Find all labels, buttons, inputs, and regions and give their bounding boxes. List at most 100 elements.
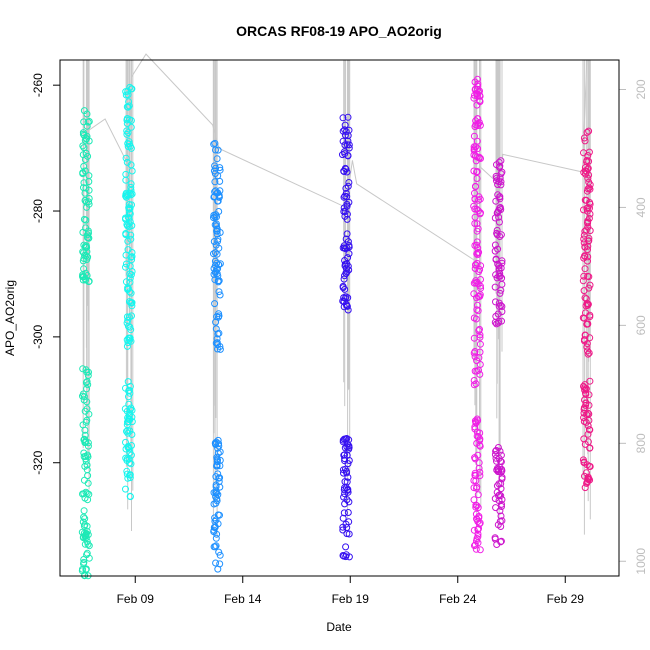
data-point-rf08 xyxy=(82,379,90,387)
data-point-rf12 xyxy=(473,137,481,145)
data-point-rf10 xyxy=(214,237,222,245)
data-point-rf13 xyxy=(497,458,505,466)
data-point-rf10 xyxy=(213,155,221,163)
axes-layer: Feb 09 Feb 14 Feb 19 Feb 24 Feb 29 -260 -280 -3… xyxy=(31,73,648,606)
data-point-rf14 xyxy=(582,309,589,317)
data-point-rf14 xyxy=(580,337,588,345)
data-point-rf09 xyxy=(126,274,134,282)
chart-title: ORCAS RF08-19 APO_AO2orig xyxy=(236,23,442,39)
data-point-rf11 xyxy=(342,467,350,475)
data-point-rf14 xyxy=(586,426,594,434)
data-point-rf09 xyxy=(124,284,132,292)
data-point-rf09 xyxy=(123,342,131,350)
data-point-rf11 xyxy=(345,553,353,561)
data-point-rf08 xyxy=(84,479,92,487)
data-point-rf09 xyxy=(122,231,130,239)
data-point-rf12 xyxy=(474,539,482,547)
data-point-rf13 xyxy=(495,207,502,214)
data-point-rf09 xyxy=(128,85,136,93)
data-point-rf12 xyxy=(472,419,480,427)
data-point-rf08 xyxy=(80,118,88,126)
data-point-rf14 xyxy=(583,411,591,419)
data-point-rf09 xyxy=(127,451,135,459)
data-point-rf14 xyxy=(581,440,589,448)
data-point-rf12 xyxy=(473,357,481,365)
data-point-rf12 xyxy=(471,213,479,221)
data-point-rf10 xyxy=(213,225,221,233)
data-point-rf12 xyxy=(471,91,478,99)
data-point-rf14 xyxy=(584,219,592,227)
data-point-rf12 xyxy=(471,265,479,272)
data-point-rf10 xyxy=(215,193,223,201)
data-point-rf10 xyxy=(213,270,221,278)
data-point-rf08 xyxy=(82,452,89,460)
data-point-rf11 xyxy=(343,443,351,451)
data-point-rf11 xyxy=(345,498,353,506)
data-point-rf12 xyxy=(470,496,478,504)
data-point-rf12 xyxy=(473,484,480,492)
data-point-rf09 xyxy=(127,271,135,279)
data-point-rf08 xyxy=(80,507,88,515)
x-axis-label: Date xyxy=(326,620,352,634)
data-point-rf14 xyxy=(582,302,590,310)
data-point-rf13 xyxy=(495,492,502,500)
data-point-rf08 xyxy=(79,248,87,256)
data-point-rf12 xyxy=(473,227,481,235)
data-point-rf12 xyxy=(476,266,484,273)
data-point-rf10 xyxy=(214,470,222,478)
data-point-rf14 xyxy=(583,207,591,215)
data-point-rf11 xyxy=(341,478,349,486)
data-point-rf13 xyxy=(493,231,501,239)
data-point-rf13 xyxy=(493,488,501,496)
data-point-rf08 xyxy=(80,215,88,223)
data-point-rf11 xyxy=(341,126,349,134)
data-point-rf10 xyxy=(211,213,219,221)
data-point-rf08 xyxy=(84,118,92,126)
data-point-rf09 xyxy=(123,158,131,166)
data-point-rf12 xyxy=(475,327,483,335)
data-point-rf09 xyxy=(127,289,135,297)
data-point-rf09 xyxy=(123,427,130,435)
data-point-rf12 xyxy=(473,535,481,542)
data-point-rf12 xyxy=(470,202,478,210)
data-point-rf09 xyxy=(125,223,133,231)
data-point-rf08 xyxy=(84,372,92,379)
data-point-rf08 xyxy=(84,472,92,480)
data-point-rf11 xyxy=(343,230,351,238)
data-point-rf12 xyxy=(476,292,484,300)
data-point-rf14 xyxy=(581,227,589,235)
data-point-rf09 xyxy=(125,102,133,110)
data-point-rf11 xyxy=(341,212,349,220)
data-point-rf13 xyxy=(494,464,501,472)
data-point-rf08 xyxy=(83,461,91,469)
data-point-rf13 xyxy=(496,195,504,203)
data-point-rf12 xyxy=(471,348,479,355)
data-point-rf11 xyxy=(339,514,347,522)
data-point-rf09 xyxy=(122,263,129,271)
data-point-rf11 xyxy=(343,496,351,504)
data-point-rf08 xyxy=(83,538,91,546)
data-point-rf13 xyxy=(492,447,500,455)
data-point-rf11 xyxy=(345,179,353,186)
data-point-rf08 xyxy=(79,273,86,281)
data-point-rf12 xyxy=(477,209,484,217)
data-point-rf14 xyxy=(585,349,593,357)
data-point-rf14 xyxy=(580,134,588,142)
data-point-rf12 xyxy=(473,168,481,175)
data-point-rf11 xyxy=(340,148,348,156)
data-point-rf14 xyxy=(584,422,592,430)
data-point-rf09 xyxy=(126,459,134,467)
data-point-rf10 xyxy=(212,339,220,347)
y2-tick-label: 800 xyxy=(634,433,648,453)
data-point-rf10 xyxy=(215,288,223,296)
data-point-rf10 xyxy=(213,495,221,503)
data-point-rf14 xyxy=(584,409,592,417)
data-point-rf14 xyxy=(585,184,593,192)
data-point-rf13 xyxy=(493,482,501,490)
data-point-rf12 xyxy=(476,92,484,99)
data-point-rf13 xyxy=(498,496,506,503)
data-point-rf14 xyxy=(580,206,587,214)
y-axis-label: APO_AO2orig xyxy=(3,280,17,356)
data-point-rf11 xyxy=(341,121,349,129)
data-point-rf10 xyxy=(211,249,219,257)
